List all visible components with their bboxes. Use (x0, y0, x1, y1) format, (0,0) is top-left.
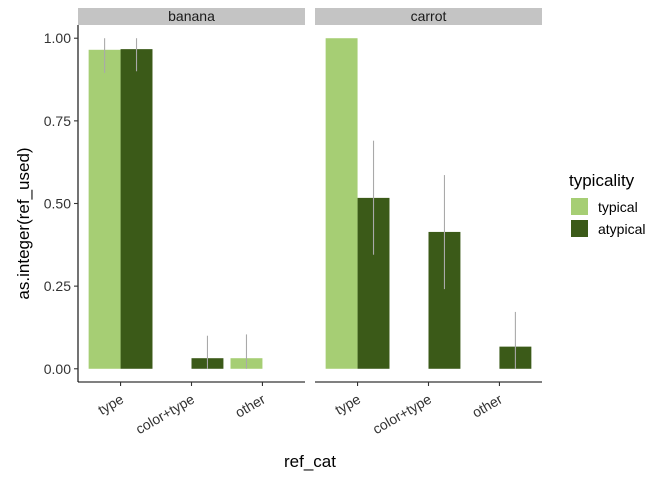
bar-atypical (120, 49, 153, 369)
x-tick-label: color+type (133, 391, 197, 437)
x-tick-label: type (332, 391, 363, 418)
bar-typical (88, 49, 121, 369)
legend-label-typical: typical (598, 199, 638, 215)
x-tick-label: color+type (370, 391, 434, 437)
x-tick-label: other (232, 391, 268, 421)
x-tick-label: type (95, 391, 126, 418)
y-tick-label: 1.00 (44, 30, 71, 46)
legend-label-atypical: atypical (598, 221, 645, 237)
facet-label: carrot (411, 8, 447, 24)
y-tick-label: 0.00 (44, 361, 71, 377)
bar-typical (325, 38, 358, 369)
legend-key-typical (571, 198, 588, 215)
y-axis-title: as.integer(ref_used) (14, 147, 33, 299)
y-tick-label: 0.50 (44, 196, 71, 212)
x-axis-title: ref_cat (284, 452, 336, 471)
legend-key-atypical (571, 220, 588, 237)
legend-title: typicality (569, 171, 635, 190)
x-tick-label: other (469, 391, 505, 421)
y-tick-label: 0.75 (44, 113, 71, 129)
facet-strip (315, 8, 542, 25)
facet-label: banana (168, 8, 215, 24)
y-tick-label: 0.25 (44, 278, 71, 294)
facet-strip (78, 8, 305, 25)
